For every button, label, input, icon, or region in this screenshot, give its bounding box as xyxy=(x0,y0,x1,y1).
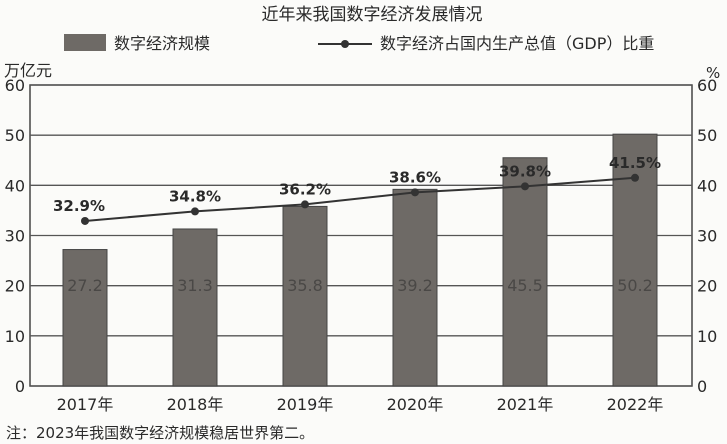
y-tick-left: 30 xyxy=(5,227,25,246)
y-tick-right: 40 xyxy=(697,176,717,195)
y-tick-left: 0 xyxy=(15,377,25,396)
chart-note: 注：2023年我国数字经济规模稳居世界第二。 xyxy=(6,424,314,442)
legend-line-label: 数字经济占国内生产总值（GDP）比重 xyxy=(380,34,654,53)
legend-bar-label: 数字经济规模 xyxy=(114,34,210,53)
bar xyxy=(612,133,658,387)
line-point xyxy=(631,173,639,182)
bar xyxy=(62,249,108,387)
legend-line-marker xyxy=(341,40,349,48)
y-tick-right: 50 xyxy=(697,126,717,145)
y-tick-left: 20 xyxy=(5,277,25,296)
chart-title: 近年来我国数字经济发展情况 xyxy=(262,5,483,25)
y-tick-right: 20 xyxy=(697,277,717,296)
gdp-share-line xyxy=(84,176,636,222)
line-label: 39.8% xyxy=(499,162,551,180)
y-tick-left: 10 xyxy=(5,327,25,346)
line-label: 36.2% xyxy=(279,180,331,198)
bar-label: 39.2 xyxy=(397,276,433,295)
bar-label: 35.8 xyxy=(287,276,323,295)
x-tick: 2018年 xyxy=(167,395,224,414)
bar-label: 27.2 xyxy=(67,276,103,295)
y-tick-left: 50 xyxy=(5,126,25,145)
line-point xyxy=(81,216,89,225)
x-tick: 2021年 xyxy=(497,395,554,414)
y-tick-right: 10 xyxy=(697,327,717,346)
x-tick: 2020年 xyxy=(387,395,444,414)
line-point xyxy=(521,182,529,191)
y-axis-left-label: 万亿元 xyxy=(4,61,52,80)
x-tick: 2019年 xyxy=(277,395,334,414)
x-tick: 2022年 xyxy=(607,395,664,414)
bar xyxy=(502,157,548,387)
bar-label: 45.5 xyxy=(507,276,543,295)
line-point xyxy=(411,188,419,197)
line-point xyxy=(191,207,199,216)
legend-bar-swatch xyxy=(64,34,106,51)
x-tick: 2017年 xyxy=(57,395,114,414)
line-label: 32.9% xyxy=(53,197,105,215)
y-tick-left: 60 xyxy=(5,76,25,95)
y-tick-right: 30 xyxy=(697,227,717,246)
bar-label: 31.3 xyxy=(177,276,213,295)
y-tick-left: 40 xyxy=(5,176,25,195)
bar xyxy=(282,205,328,387)
y-tick-right: 0 xyxy=(697,377,707,396)
line-label: 34.8% xyxy=(169,187,221,205)
bar xyxy=(392,188,438,387)
bar xyxy=(172,228,218,387)
bar-label: 50.2 xyxy=(617,276,653,295)
line-label: 41.5% xyxy=(609,154,661,172)
line-label: 38.6% xyxy=(389,168,441,186)
y-tick-right: 60 xyxy=(697,76,717,95)
line-point xyxy=(301,200,309,209)
y-axis-right-label: % xyxy=(706,64,720,82)
